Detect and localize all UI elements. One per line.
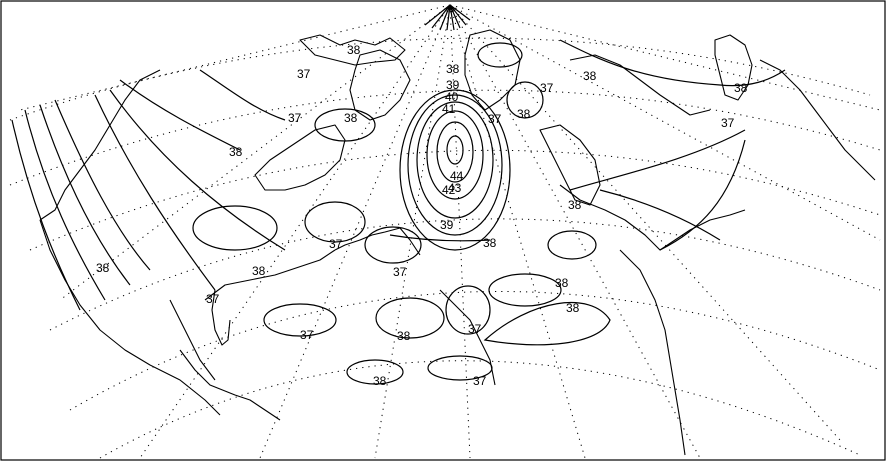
coastline-pacific-us [39,219,221,416]
contour-closed [547,230,597,260]
contour-label: 44 [450,169,464,183]
contour-label: 39 [440,218,454,232]
contour-center-42 [426,110,484,200]
contour-label: 37 [473,374,487,388]
contour-label: 38 [347,43,361,57]
contour-line-west [109,89,286,251]
contour-label: 38 [96,261,110,275]
contour-label: 37 [468,322,482,336]
contour-label: 38 [397,329,411,343]
contour-line-north [199,69,286,121]
coastline-baja [169,299,216,381]
coastline-gulf [204,249,336,301]
longitude-line [449,4,471,459]
contour-closed [488,273,562,307]
contour-label: 37 [721,116,735,130]
coastline-hudson [254,124,346,191]
contour-closed [506,81,544,119]
contour-label: 38 [566,301,580,315]
contour-label: 38 [446,62,460,76]
contour-center-39 [399,89,511,251]
contour-label: 38 [252,264,266,278]
contour-label: 43 [448,181,462,195]
latitude-line [9,89,881,186]
contour-closed [375,297,445,339]
contour-label: 38 [344,111,358,125]
coastline-kamchatka [714,34,753,101]
coastline-africa [619,249,686,456]
contour-closed [427,355,493,381]
contour-line-west [119,79,241,151]
coastline-west [39,69,161,221]
latitude-line [99,360,861,459]
coastline-baffin [349,49,411,121]
contour-line-east [569,129,746,191]
contour-center-40 [407,94,503,236]
longitude-line [259,4,451,459]
contour-label: 38 [555,276,569,290]
contour-line-west [39,104,131,286]
contour-center-43 [436,121,474,183]
contour-label: 39 [446,78,460,92]
contour-label: 37 [300,328,314,342]
longitude-line [449,4,881,241]
contour-closed [304,201,366,243]
contour-closed [364,226,422,264]
contour-label: 37 [297,67,311,81]
contour-line-east [659,139,746,251]
contour-line-west [11,119,81,311]
contour-label: 37 [288,111,302,125]
contour-closed [314,108,376,142]
contour-line-east [559,39,786,87]
contour-label: 38 [734,81,748,95]
contour-label: 37 [488,112,502,126]
contour-label: 38 [483,236,497,250]
contour-line-west [94,94,216,291]
contour-label: 37 [540,81,554,95]
coastline-scandinavia [539,124,601,206]
contour-closed [346,359,404,385]
coastline-greenland [464,29,521,111]
contour-closed [477,42,523,68]
contour-line-center [389,234,491,242]
contour-label: 40 [445,90,459,104]
longitude-line [449,4,841,441]
longitude-line [449,4,586,459]
contour-closed [192,205,278,251]
longitude-line [59,4,451,301]
coastline-arctic-islands [299,34,406,66]
contours [11,39,786,385]
contour-line-west [24,109,106,301]
contour-label: 38 [517,107,531,121]
contour-label: 38 [373,374,387,388]
contour-label: 37 [393,265,407,279]
contour-closed [483,301,611,346]
contour-label: 37 [206,292,220,306]
latitude-line [49,218,881,331]
contour-closed [445,285,491,335]
coastline-mexico [179,349,281,421]
coastline-florida [211,289,231,346]
contour-closed [263,303,337,337]
contour-label: 38 [568,198,582,212]
coastline-siberia [569,54,711,116]
contour-label: 38 [583,69,597,83]
contour-label: 42 [442,183,456,197]
contour-labels: 38 37 37 38 38 38 37 38 38 39 40 41 44 4… [96,43,748,388]
contour-center-44 [446,135,464,165]
contour-center-41 [416,101,494,219]
contour-line-east [599,189,721,241]
pole-lines [424,4,471,31]
contour-label: 37 [329,237,343,251]
contour-line-west [54,99,151,271]
coastline-east-asia [759,59,876,181]
contour-label: 38 [229,145,243,159]
contour-label: 41 [442,102,456,116]
